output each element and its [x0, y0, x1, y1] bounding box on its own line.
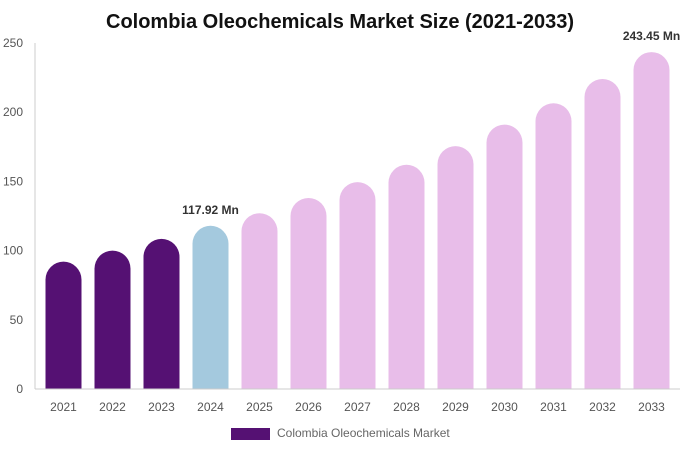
x-tick-label: 2033: [638, 400, 665, 414]
bar-2031: [535, 103, 572, 389]
legend: Colombia Oleochemicals Market: [231, 426, 450, 440]
bars: [45, 52, 670, 390]
x-tick-label: 2024: [197, 400, 224, 414]
bar-2026: [290, 198, 327, 389]
x-tick-label: 2021: [50, 400, 77, 414]
bar-2023: [143, 238, 180, 389]
legend-label: Colombia Oleochemicals Market: [277, 426, 450, 440]
x-tick-label: 2026: [295, 400, 322, 414]
y-tick-label: 50: [10, 313, 24, 327]
bar-2029: [437, 146, 474, 389]
legend-swatch: [231, 428, 270, 440]
bar-2025: [241, 213, 278, 389]
data-label-2033: 243.45 Mn: [623, 29, 680, 43]
bar-2030: [486, 124, 523, 389]
x-tick-label: 2028: [393, 400, 420, 414]
bar-2027: [339, 182, 376, 389]
data-labels: 117.92 Mn 243.45 Mn: [182, 29, 680, 217]
bar-2024: [192, 225, 229, 389]
bar-2028: [388, 164, 425, 389]
chart-title: Colombia Oleochemicals Market Size (2021…: [106, 11, 574, 33]
x-tick-label: 2027: [344, 400, 371, 414]
x-tick-label: 2029: [442, 400, 469, 414]
x-tick-label: 2023: [148, 400, 175, 414]
data-label-2024: 117.92 Mn: [182, 203, 239, 217]
y-tick-label: 200: [3, 105, 23, 119]
x-tick-label: 2022: [99, 400, 126, 414]
x-tick-label: 2031: [540, 400, 567, 414]
y-tick-label: 150: [3, 174, 23, 188]
bar-2021: [45, 261, 82, 389]
bar-2022: [94, 250, 131, 389]
bar-2032: [584, 78, 621, 389]
y-tick-label: 250: [3, 36, 23, 50]
x-tick-label: 2030: [491, 400, 518, 414]
y-axis: 0 50 100 150 200 250: [3, 36, 36, 396]
x-tick-label: 2032: [589, 400, 616, 414]
y-tick-label: 0: [16, 382, 23, 396]
x-tick-label: 2025: [246, 400, 273, 414]
y-tick-label: 100: [3, 244, 23, 258]
x-axis: 2021 2022 2023 2024 2025 2026 2027 2028 2029 2030…: [35, 388, 680, 414]
bar-2033: [633, 52, 670, 390]
